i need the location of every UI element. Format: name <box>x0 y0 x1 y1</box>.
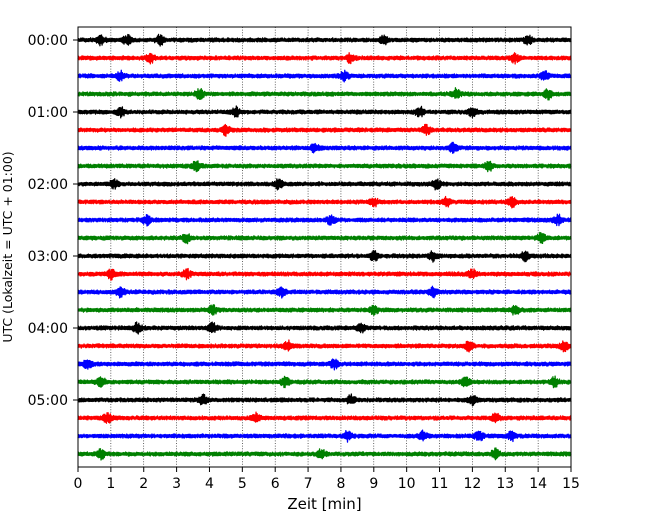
x-tick-label: 15 <box>562 476 580 492</box>
x-tick-label: 3 <box>172 476 181 492</box>
trace-line <box>77 285 572 299</box>
x-tick-label: 4 <box>205 476 214 492</box>
y-axis-ticks: 00:00 01:00 02:00 03:00 04:00 05:00 <box>28 33 78 409</box>
trace-line <box>77 105 572 119</box>
trace-line <box>77 321 572 335</box>
x-tick-label: 6 <box>271 476 280 492</box>
grid-lines <box>110 27 539 467</box>
x-axis-label: Zeit [min] <box>287 495 361 513</box>
trace-line <box>77 447 572 461</box>
x-tick-label: 12 <box>463 476 481 492</box>
plot-frame <box>77 26 572 468</box>
x-tick-label: 8 <box>336 476 345 492</box>
x-tick-label: 9 <box>369 476 378 492</box>
trace-line <box>77 304 572 317</box>
x-tick-label: 13 <box>496 476 514 492</box>
trace-line <box>77 231 572 245</box>
x-tick-label: 11 <box>431 476 449 492</box>
x-tick-label: 10 <box>398 476 416 492</box>
x-tick-label: 14 <box>529 476 547 492</box>
y-tick-label: 02:00 <box>28 177 68 193</box>
trace-line <box>77 375 572 389</box>
y-tick-label: 00:00 <box>28 33 68 49</box>
trace-line <box>77 160 572 173</box>
trace-line <box>77 87 572 101</box>
y-tick-label: 04:00 <box>28 321 68 337</box>
trace-line <box>77 249 572 263</box>
x-tick-label: 2 <box>139 476 148 492</box>
trace-line <box>77 52 572 65</box>
y-tick-label: 03:00 <box>28 249 68 265</box>
trace-line <box>77 69 572 83</box>
trace-line <box>77 33 572 47</box>
y-tick-label: 01:00 <box>28 105 68 121</box>
x-tick-label: 5 <box>238 476 247 492</box>
trace-line <box>77 213 572 227</box>
trace-line <box>77 195 572 209</box>
trace-line <box>77 358 572 371</box>
seismic-traces <box>77 33 572 461</box>
x-axis-ticks: 0 1 2 3 4 5 6 7 8 9 10 11 12 13 14 15 <box>74 467 580 492</box>
trace-line <box>77 267 572 281</box>
x-tick-label: 0 <box>74 476 83 492</box>
trace-line <box>77 411 572 424</box>
trace-line <box>77 339 572 353</box>
trace-line <box>77 141 572 154</box>
trace-line <box>77 178 572 191</box>
y-axis-label: UTC (Lokalzeit = UTC + 01:00) <box>0 151 15 342</box>
x-tick-label: 7 <box>304 476 313 492</box>
trace-line <box>77 123 572 137</box>
y-tick-label: 05:00 <box>28 393 68 409</box>
trace-line <box>77 393 572 407</box>
x-tick-label: 1 <box>106 476 115 492</box>
trace-line <box>77 429 572 443</box>
